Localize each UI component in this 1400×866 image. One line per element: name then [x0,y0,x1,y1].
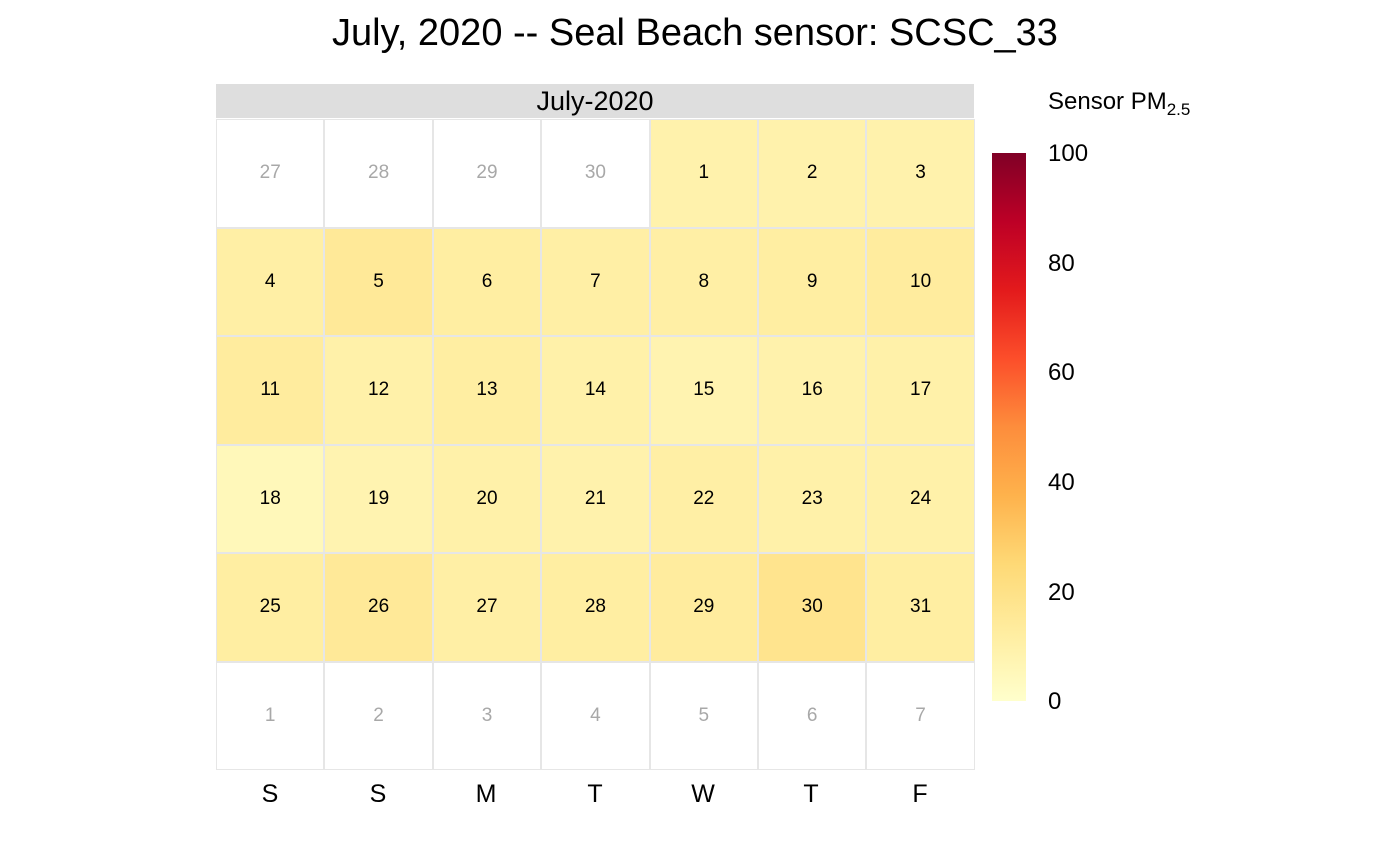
calendar-day-cell: 20 [432,444,542,553]
legend-colorbar [992,153,1026,701]
weekday-label: W [691,780,715,808]
weekday-label: F [912,780,928,808]
calendar-day-cell: 21 [541,444,650,553]
calendar-day-cell: 27 [432,553,542,662]
calendar-day-cell: 1 [649,119,758,228]
calendar-day-cell: 28 [541,553,650,662]
calendar-day-cell: 8 [649,227,758,336]
calendar-day-cell: 5 [324,227,433,336]
calendar-day-cell: 14 [541,336,650,445]
calendar-day-cell: 23 [758,444,867,553]
weekday-label: T [803,780,819,808]
weekday-label: T [587,780,603,808]
calendar-day-cell: 26 [324,553,433,662]
calendar-day-cell: 2 [758,119,867,228]
calendar-day-cell: 7 [541,227,650,336]
calendar-day-cell: 13 [432,336,542,445]
calendar-day-cell: 24 [866,444,975,553]
calendar-day-cell-outside-month: 1 [216,661,325,770]
legend-tick-label: 40 [1048,469,1075,496]
calendar-day-cell-outside-month: 27 [216,119,325,228]
panel-strip-label: July-2020 [216,84,974,118]
legend-title: Sensor PM2.5 [1048,88,1190,120]
calendar-day-cell: 22 [649,444,758,553]
legend-title-text: Sensor PM [1048,88,1167,115]
calendar-day-cell-outside-month: 29 [432,119,542,228]
weekday-label: S [261,780,279,808]
calendar-day-cell: 3 [866,119,975,228]
weekday-label: M [475,780,497,808]
calendar-day-cell: 29 [649,553,758,662]
calendar-day-cell: 10 [866,227,975,336]
legend-tick-label: 100 [1048,140,1089,167]
calendar-day-cell: 4 [216,227,325,336]
calendar-day-cell-outside-month: 6 [758,661,867,770]
calendar-day-cell-outside-month: 2 [324,661,433,770]
legend-tick-label: 80 [1048,250,1075,277]
calendar-day-cell-outside-month: 30 [541,119,650,228]
calendar-day-cell: 31 [866,553,975,662]
calendar-day-cell: 25 [216,553,325,662]
calendar-day-cell: 11 [216,336,325,445]
calendar-day-cell: 15 [649,336,758,445]
calendar-day-cell: 17 [866,336,975,445]
calendar-day-cell-outside-month: 3 [432,661,542,770]
calendar-day-cell: 6 [432,227,542,336]
calendar-day-cell: 30 [758,553,867,662]
calendar-day-cell: 9 [758,227,867,336]
legend-tick-label: 0 [1048,688,1062,715]
calendar-day-cell: 18 [216,444,325,553]
legend-title-subscript: 2.5 [1166,100,1191,119]
legend-tick-label: 20 [1048,579,1075,606]
calendar-day-cell-outside-month: 4 [541,661,650,770]
calendar-grid: 27 28 29 30 1 2 3 4 5 6 7 8 9 10 11 12 13 14 15 16 17 18 19 20 2… [216,119,975,770]
weekday-label: S [369,780,387,808]
chart-title: July, 2020 -- Seal Beach sensor: SCSC_33 [332,12,1058,54]
calendar-day-cell: 19 [324,444,433,553]
calendar-day-cell: 16 [758,336,867,445]
legend-tick-label: 60 [1048,359,1075,386]
calendar-day-cell: 12 [324,336,433,445]
calendar-day-cell-outside-month: 7 [866,661,975,770]
calendar-day-cell-outside-month: 5 [649,661,758,770]
calendar-day-cell-outside-month: 28 [324,119,433,228]
